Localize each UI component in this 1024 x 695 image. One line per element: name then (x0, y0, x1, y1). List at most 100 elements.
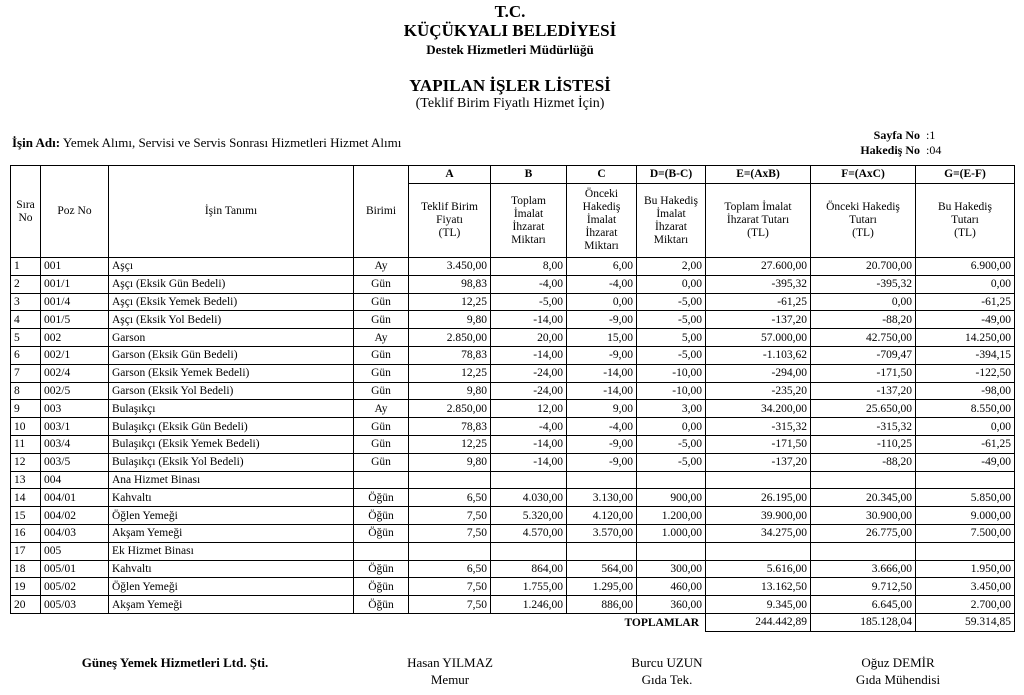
table-row: 3 001/4 Aşçı (Eksik Yemek Bedeli) Gün 12,25-… (10, 292, 1015, 312)
table-cell: -137,20 (705, 310, 811, 330)
table-cell: 5,00 (636, 328, 706, 347)
table-cell: Aşçı (108, 257, 354, 276)
table-cell: 19 (10, 577, 41, 597)
table-cell: 42.750,00 (810, 328, 916, 347)
table-cell: -122,50 (915, 363, 1015, 383)
table-cell: 39.900,00 (705, 506, 811, 525)
table-cell: 13 (10, 470, 41, 490)
table-cell: 12 (10, 452, 41, 472)
table-cell: 98,83 (408, 274, 491, 294)
table-cell: -10,00 (636, 381, 706, 401)
column-header-line: İhzarat (655, 220, 687, 233)
table-cell: 9,80 (408, 452, 491, 472)
table-cell (490, 541, 567, 561)
table-cell: 1.200,00 (636, 506, 706, 525)
table-cell: -294,00 (705, 363, 811, 383)
table-cell: Aşçı (Eksik Yemek Bedeli) (108, 292, 354, 312)
column-letter: E=(AxB) (705, 165, 811, 184)
table-cell: Ay (353, 399, 409, 419)
table-cell: 004 (40, 470, 109, 490)
table-row: 14 004/01 Kahvaltı Öğün 6,50 4.030,00 3.130,00… (10, 488, 1015, 508)
table-row: 12 003/5 Bulaşıkçı (Eksik Yol Bedeli) Gün 9,… (10, 452, 1015, 472)
table-cell: Garson (Eksik Yol Bedeli) (108, 381, 354, 401)
column-letter: F=(AxC) (810, 165, 916, 184)
table-cell: 6.645,00 (810, 595, 916, 614)
table-cell: 564,00 (566, 559, 637, 579)
table-cell: -137,20 (810, 381, 916, 401)
table-cell: -88,20 (810, 310, 916, 330)
table-cell: -9,00 (566, 310, 637, 330)
table-cell: 7.500,00 (915, 523, 1015, 543)
signature-name: Hasan YILMAZ (407, 655, 493, 670)
signature-title: Gıda Mühendisi (855, 672, 941, 687)
table-cell: -5,00 (636, 292, 706, 312)
column-header-line: No (18, 211, 33, 224)
table-cell: Aşçı (Eksik Yol Bedeli) (108, 310, 354, 330)
table-cell: 4.120,00 (566, 506, 637, 525)
table-cell: 002 (40, 328, 109, 347)
table-cell: 2 (10, 274, 41, 294)
table-cell: -1.103,62 (705, 345, 811, 365)
table-cell (353, 541, 409, 561)
table-cell: 30.900,00 (810, 506, 916, 525)
table-cell: Gün (353, 274, 409, 294)
table-cell: 12,25 (408, 434, 491, 454)
table-cell (705, 470, 811, 490)
table-cell: 3.570,00 (566, 523, 637, 543)
table-cell: -24,00 (490, 363, 567, 383)
signature-title: Gıda Tek. (641, 672, 693, 687)
table-cell: 3.666,00 (810, 559, 916, 579)
table-cell: Öğün (353, 488, 409, 508)
table-cell: Bulaşıkçı (Eksik Yol Bedeli) (108, 452, 354, 472)
table-cell: 9.000,00 (915, 506, 1015, 525)
table-cell: 003 (40, 399, 109, 419)
column-header-line: Tutarı (951, 214, 979, 226)
column-letter: G=(E-F) (915, 165, 1015, 184)
table-cell: 27.600,00 (705, 257, 811, 276)
table-cell: 3.130,00 (566, 488, 637, 508)
table-cell: -171,50 (705, 434, 811, 454)
column-header-line: Toplam İmalat (724, 201, 792, 213)
column-header-line: Miktarı (653, 233, 689, 246)
column-header-line: Hakediş (582, 201, 621, 213)
table-cell: 001/4 (40, 292, 109, 312)
table-cell: 6,50 (408, 488, 491, 508)
progress-label: Hakediş No (860, 143, 920, 157)
totals-row: TOPLAMLAR 244.442,89 185.128,04 59.314,85 (10, 612, 1015, 632)
table-cell (490, 470, 567, 490)
table-cell: 5.320,00 (490, 506, 567, 525)
table-cell: 20.345,00 (810, 488, 916, 508)
table-cell: 26.775,00 (810, 523, 916, 543)
column-header-line: İhzarat (585, 227, 618, 239)
table-cell: 8.550,00 (915, 399, 1015, 419)
table-cell: 9,00 (566, 399, 637, 419)
table-cell: Akşam Yemeği (108, 595, 354, 614)
table-cell: 864,00 (490, 559, 567, 579)
column-letter: A (408, 165, 491, 184)
table-cell: Öğün (353, 577, 409, 597)
table-row: 5 002 Garson Ay 2.850,00 20,00 15,00 5,00 57.000… (10, 328, 1015, 347)
table-cell: -315,32 (810, 417, 916, 436)
table-cell: 20 (10, 595, 41, 614)
table-cell: -14,00 (490, 434, 567, 454)
table-row: 1 001 Aşçı Ay 3.450,00 8,00 6,00 2,00 27.600,00 2… (10, 257, 1015, 276)
table-cell: 9.712,50 (810, 577, 916, 597)
column-header-line: Fiyatı (436, 214, 463, 226)
table-cell: Gün (353, 381, 409, 401)
table-cell: -9,00 (566, 434, 637, 454)
table-cell (810, 470, 916, 490)
table-cell: 1.755,00 (490, 577, 567, 597)
table-cell: 15,00 (566, 328, 637, 347)
table-cell: -5,00 (636, 452, 706, 472)
column-header-line: İhzarat (512, 220, 545, 233)
table-cell: Gün (353, 310, 409, 330)
column-letter: C (566, 165, 637, 184)
table-cell (566, 541, 637, 561)
table-cell: 002/5 (40, 381, 109, 401)
table-cell: 0,00 (810, 292, 916, 312)
table-cell: 1.295,00 (566, 577, 637, 597)
table-cell: 34.275,00 (705, 523, 811, 543)
table-cell: 5.616,00 (705, 559, 811, 579)
table-cell (408, 541, 491, 561)
